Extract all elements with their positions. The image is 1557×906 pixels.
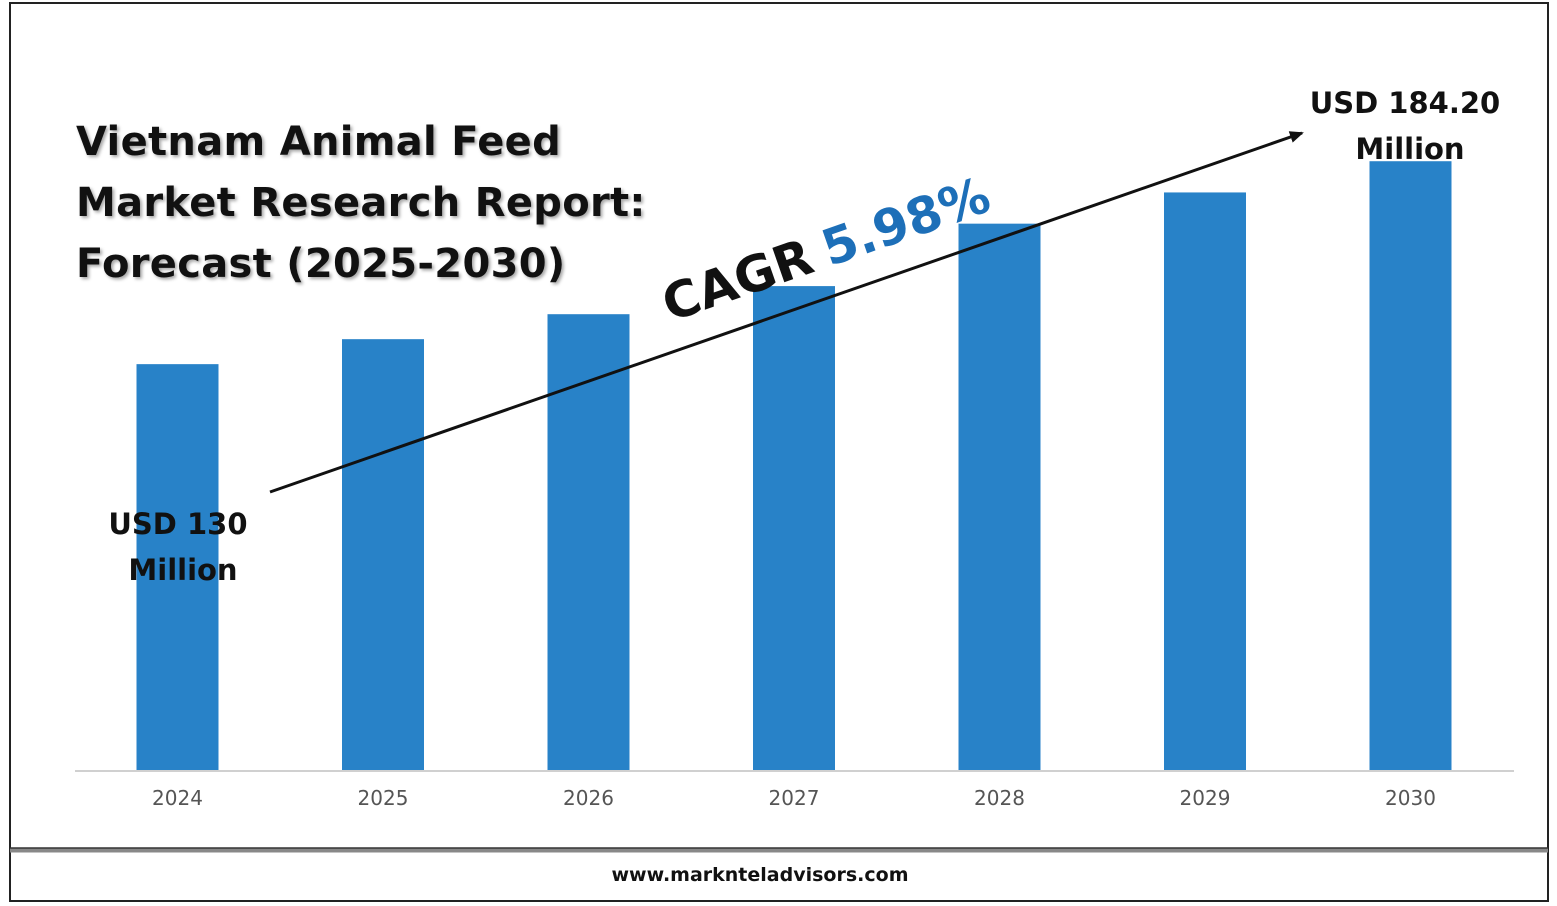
chart-title: Vietnam Animal Feed Market Research Repo… [76,112,646,295]
footer-website[interactable]: www.marknteladvisors.com [611,864,909,886]
x-tick-2024: 2024 [152,786,203,810]
end-value-label: USD 184.20 Million [1310,86,1511,166]
x-tick-2030: 2030 [1385,786,1436,810]
x-tick-2026: 2026 [563,786,614,810]
title-line-1: Vietnam Animal Feed [76,119,562,165]
cagr-arrow [269,131,1304,494]
bar-2028 [958,223,1041,770]
x-tick-2027: 2027 [769,786,820,810]
x-tick-2028: 2028 [974,786,1025,810]
start-value-line1: USD 130 [108,507,247,541]
x-tick-labels: 2024 2025 2026 2027 2028 2029 2030 [152,786,1436,810]
x-tick-2029: 2029 [1180,786,1231,810]
bar-2030 [1369,161,1452,771]
bar-2024 [136,364,219,770]
start-value-label: USD 130 Million [108,507,257,587]
end-value-line2: Million [1355,132,1464,166]
bar-2029 [1164,192,1246,770]
bar-2025 [342,339,424,770]
bar-2027 [753,286,835,770]
title-line-3: Forecast (2025-2030) [76,241,566,287]
x-tick-2025: 2025 [358,786,409,810]
frame-border [9,2,1549,902]
end-value-line1: USD 184.20 [1310,86,1501,120]
bar-series [136,161,1452,771]
title-line-2: Market Research Report: [76,180,646,226]
start-value-line2: Million [128,553,237,587]
